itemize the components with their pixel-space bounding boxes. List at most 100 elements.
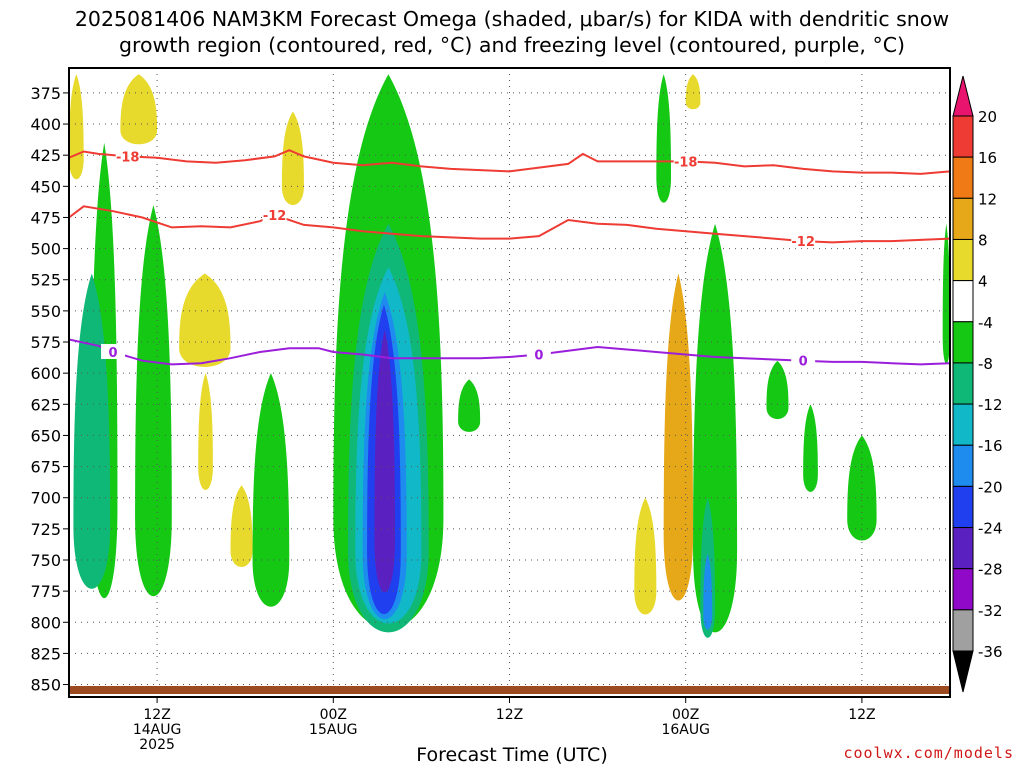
y-tick-label: 575 xyxy=(30,333,61,352)
omega-region-19 xyxy=(847,435,877,541)
y-tick-label: 525 xyxy=(30,271,61,290)
x-tick-label: 12Z xyxy=(143,707,170,723)
y-tick-label: 425 xyxy=(30,146,61,165)
colorbar-label: -16 xyxy=(978,437,1003,455)
y-axis: 375 400 425 450 475 500 525 550 575 600 625 650 675 7… xyxy=(30,84,69,695)
colorbar-segment xyxy=(952,609,974,652)
y-tick-label: 550 xyxy=(30,302,61,321)
colorbar-segment xyxy=(952,280,974,323)
x-tick-label: 00Z xyxy=(320,707,347,723)
contour-label-freezing_level: 0 xyxy=(799,355,808,370)
y-tick-label: 400 xyxy=(30,115,61,134)
colorbar-segment xyxy=(952,156,974,199)
omega-region-5 xyxy=(230,485,253,567)
colorbar-segment xyxy=(952,568,974,611)
omega-shading xyxy=(69,74,950,638)
colorbar-segment xyxy=(952,444,974,487)
y-tick-label: 850 xyxy=(30,676,61,695)
colorbar-label: -32 xyxy=(978,602,1003,620)
colorbar-top-arrow xyxy=(952,75,974,117)
x-tick-label: 12Z xyxy=(496,707,523,723)
contour-label-bg xyxy=(262,206,287,222)
y-tick-label: 700 xyxy=(30,489,61,508)
omega-region-14 xyxy=(458,379,481,432)
colorbar-segment xyxy=(952,321,974,364)
colorbar-segment xyxy=(952,197,974,240)
temperature-contours: -18 -18 -12 -12 0 0 0 xyxy=(69,148,950,370)
colorbar-segment xyxy=(952,238,974,282)
omega-region-2 xyxy=(281,111,304,206)
ground-surface xyxy=(69,686,950,694)
contour-label-bg xyxy=(791,233,816,249)
omega-region-3 xyxy=(179,273,231,367)
contour-label-freezing_level: 0 xyxy=(534,348,543,363)
y-tick-label: 450 xyxy=(30,177,61,196)
colorbar-label: 12 xyxy=(978,190,997,208)
x-tick-label: 2025 xyxy=(139,737,175,753)
y-tick-label: 775 xyxy=(30,582,61,601)
x-tick-label: 00Z xyxy=(672,707,699,723)
contour-label-dgz_lower: -12 xyxy=(263,209,287,224)
y-tick-label: 800 xyxy=(30,613,61,632)
contour-label-bg xyxy=(673,153,698,169)
y-tick-label: 825 xyxy=(30,644,61,663)
colorbar-label: -8 xyxy=(978,355,993,373)
omega-region-1 xyxy=(120,74,158,145)
contour-label-bg xyxy=(101,343,126,359)
contour-label-dgz_lower: -12 xyxy=(791,235,815,250)
colorbar-segment xyxy=(952,527,974,570)
watermark-link[interactable]: coolwx.com/models xyxy=(843,744,1014,762)
omega-region-11 xyxy=(135,205,172,597)
plot-background xyxy=(69,68,950,697)
contour-label-bg xyxy=(791,352,816,368)
y-tick-label: 500 xyxy=(30,240,61,259)
colorbar-label: -36 xyxy=(978,643,1003,661)
colorbar-segment xyxy=(952,485,974,529)
omega-region-28 xyxy=(703,553,713,630)
y-tick-label: 750 xyxy=(30,551,61,570)
contour-label-dgz_upper: -18 xyxy=(674,155,698,170)
contour-label-dgz_upper: -18 xyxy=(116,150,140,165)
colorbar-bottom-arrow xyxy=(952,650,974,693)
contour-label-bg xyxy=(526,346,551,362)
omega-region-20 xyxy=(942,223,950,364)
omega-region-12 xyxy=(252,373,290,607)
omega-region-7 xyxy=(634,497,657,615)
y-tick-label: 600 xyxy=(30,364,61,383)
colorbar-label: 8 xyxy=(978,231,988,249)
ground-surface-bar xyxy=(69,686,950,694)
x-tick-label: 16AUG xyxy=(661,722,710,738)
colorbar: 20 16 12 8 4 -4 -8 -12 -16 -20 -24 -28 -32 -36 xyxy=(952,75,1003,693)
colorbar-label: -28 xyxy=(978,561,1003,579)
colorbar-label: -24 xyxy=(978,520,1003,538)
omega-region-4 xyxy=(198,373,213,490)
x-tick-label: 14AUG xyxy=(133,722,182,738)
y-tick-label: 650 xyxy=(30,426,61,445)
omega-region-9 xyxy=(685,74,701,110)
y-tick-label: 625 xyxy=(30,395,61,414)
contour-dgz_upper xyxy=(69,149,950,175)
omega-region-18 xyxy=(803,404,818,492)
chart-title-line-1: 2025081406 NAM3KM Forecast Omega (shaded… xyxy=(74,7,950,31)
colorbar-label: 16 xyxy=(978,149,997,167)
x-tick-label: 15AUG xyxy=(309,722,358,738)
colorbar-label: 20 xyxy=(978,108,997,126)
colorbar-label: 4 xyxy=(978,273,988,291)
colorbar-segment xyxy=(952,403,974,446)
contour-label-freezing_level: 0 xyxy=(109,346,118,361)
y-tick-label: 725 xyxy=(30,520,61,539)
plot-area xyxy=(69,68,950,697)
colorbar-label: -20 xyxy=(978,478,1003,496)
chart-title-line-2: growth region (contoured, red, °C) and f… xyxy=(118,33,906,57)
y-tick-label: 675 xyxy=(30,458,61,477)
colorbar-segment xyxy=(952,115,974,158)
colorbar-segment xyxy=(952,362,974,405)
x-axis-title: Forecast Time (UTC) xyxy=(416,744,608,766)
omega-region-26 xyxy=(374,329,395,593)
contour-label-bg xyxy=(115,148,140,164)
omega-region-21 xyxy=(73,273,111,589)
colorbar-label: -12 xyxy=(978,396,1003,414)
y-tick-label: 475 xyxy=(30,208,61,227)
